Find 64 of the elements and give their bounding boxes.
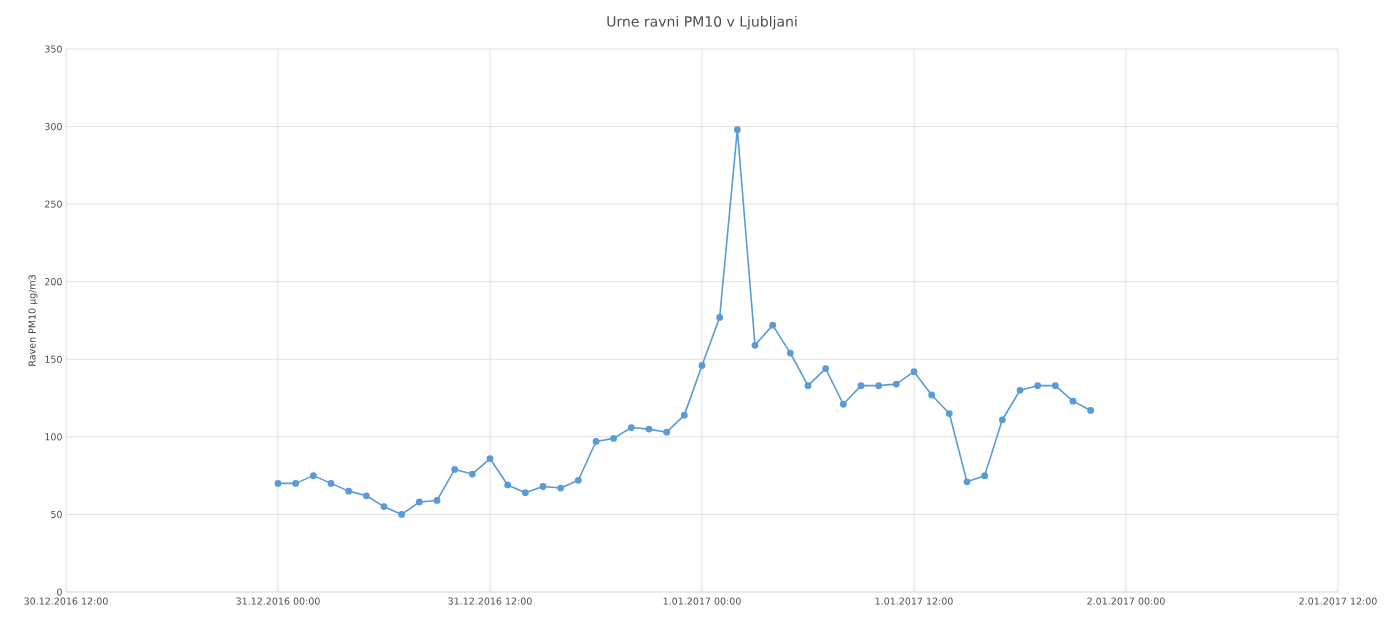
point [292,479,300,487]
point [1051,382,1059,390]
point [415,498,423,506]
point [468,470,476,478]
point [769,321,777,329]
y-tick-label: 100 [45,433,62,441]
point [1016,386,1024,394]
x-tick-label: 31.12.2016 12:00 [448,597,532,605]
x-tick-label: 2.01.2017 00:00 [1087,597,1165,605]
point [362,492,370,500]
point [1069,397,1077,405]
point [345,487,353,495]
point [486,455,494,462]
point [557,484,565,492]
x-tick-label: 2.01.2017 12:00 [1299,597,1377,605]
y-tick-label: 300 [45,122,62,131]
point [433,497,441,504]
point [592,438,600,445]
point [521,489,529,497]
chart-title: Urne ravni PM10 v Ljubljani [607,15,797,30]
point [822,365,830,372]
point [663,428,671,436]
point [327,479,335,487]
point [839,400,847,408]
point [857,382,865,390]
point [380,503,388,511]
point [945,410,953,417]
y-tick-label: 350 [45,45,62,53]
point [539,483,547,490]
point [398,511,406,518]
point [804,382,812,390]
y-axis-title: Raven PM10 µg/m3 [28,275,38,366]
point [645,425,653,433]
y-tick-label: 250 [45,200,62,208]
point [680,411,688,419]
point [274,479,282,487]
point [627,424,635,431]
x-tick-label: 1.01.2017 00:00 [663,597,741,605]
point [751,341,759,349]
point [716,313,724,321]
point [892,380,900,388]
x-tick-label: 1.01.2017 12:00 [875,597,953,605]
point [1034,382,1042,390]
point [928,391,936,399]
point [574,476,582,484]
y-tick-label: 50 [51,510,62,519]
point [733,126,741,134]
point [1087,407,1095,414]
point [998,416,1006,424]
point [309,472,317,480]
point [981,472,989,480]
y-tick-label: 200 [45,278,62,286]
x-tick-label: 30.12.2016 12:00 [24,597,108,605]
x-tick-label: 31.12.2016 00:00 [236,597,320,605]
point [875,382,883,390]
point [786,349,794,357]
point [504,481,512,489]
point [451,466,459,473]
point [963,478,971,486]
point [698,362,706,369]
y-tick-label: 0 [57,588,62,596]
y-tick-label: 150 [45,355,62,363]
point [910,368,918,376]
point [610,435,618,442]
